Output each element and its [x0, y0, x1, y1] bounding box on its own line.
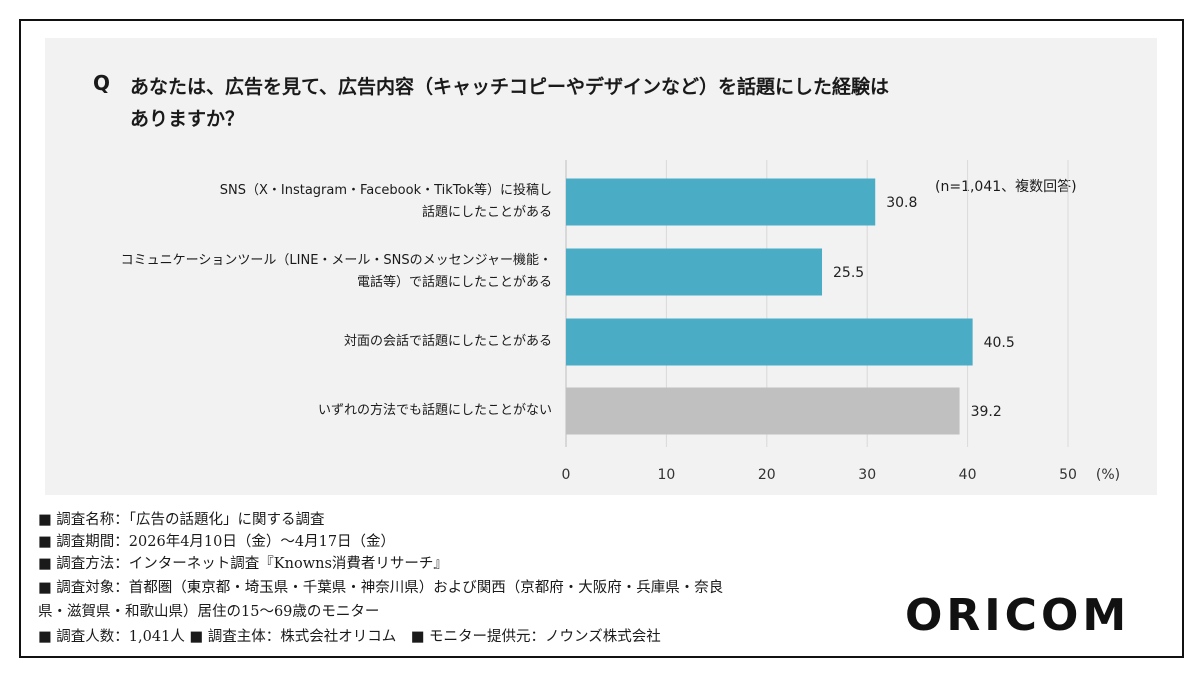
bar [566, 318, 973, 366]
category-label: SNS（X・Instagram・Facebook・TikTok等）に投稿し 話題… [219, 183, 552, 220]
question-text: あなたは、広告を見て、広告内容（キャッチコピーやデザインなど）を話題にした経験は… [130, 76, 890, 130]
bar [566, 178, 876, 226]
category-label: コミュニケーションツール（LINE・メール・SNSのメッセンジャー機能・ 電話等… [120, 253, 552, 290]
footer-survey-target: ■ 調査対象：首都圏（東京都・埼玉県・千葉県・神奈川県）および関西（京都府・大阪… [38, 580, 724, 596]
x-axis-unit: (%) [1096, 467, 1120, 483]
bar [566, 387, 960, 435]
data-label: 40.5 [984, 335, 1015, 351]
footer-survey-name: ■ 調査名称：「広告の話題化」に関する調査 [38, 512, 325, 528]
data-label: 25.5 [833, 265, 864, 281]
footer-survey-target-cont: 県・滋賀県・和歌山県）居住の15～69歳のモニター [38, 604, 380, 620]
x-tick-label: 20 [758, 467, 776, 483]
x-tick-label: 30 [858, 467, 876, 483]
x-tick-label: 40 [959, 467, 977, 483]
x-tick-label: 10 [657, 467, 675, 483]
bar [566, 248, 823, 296]
category-label: いずれの方法でも話題にしたことがない [317, 403, 552, 418]
sample-note: (n=1,041、複数回答) [935, 179, 1077, 195]
footer-survey-respondents: ■ 調査人数：1,041人 ■ 調査主体：株式会社オリコム ■ モニター提供元：… [38, 629, 661, 645]
footer-survey-method: ■ 調査方法：インターネット調査『Knowns消費者リサーチ』 [38, 556, 448, 572]
x-tick-label: 0 [562, 467, 571, 483]
data-label: 30.8 [886, 195, 917, 211]
x-tick-label: 50 [1059, 467, 1077, 483]
category-label: 対面の会話で話題にしたことがある [343, 334, 552, 349]
question-prefix: Q [93, 71, 111, 95]
footer-survey-period: ■ 調査期間：2026年4月10日（金）～4月17日（金） [38, 534, 396, 550]
oricom-logo: ORICOM [905, 590, 1131, 641]
data-label: 39.2 [971, 404, 1002, 420]
